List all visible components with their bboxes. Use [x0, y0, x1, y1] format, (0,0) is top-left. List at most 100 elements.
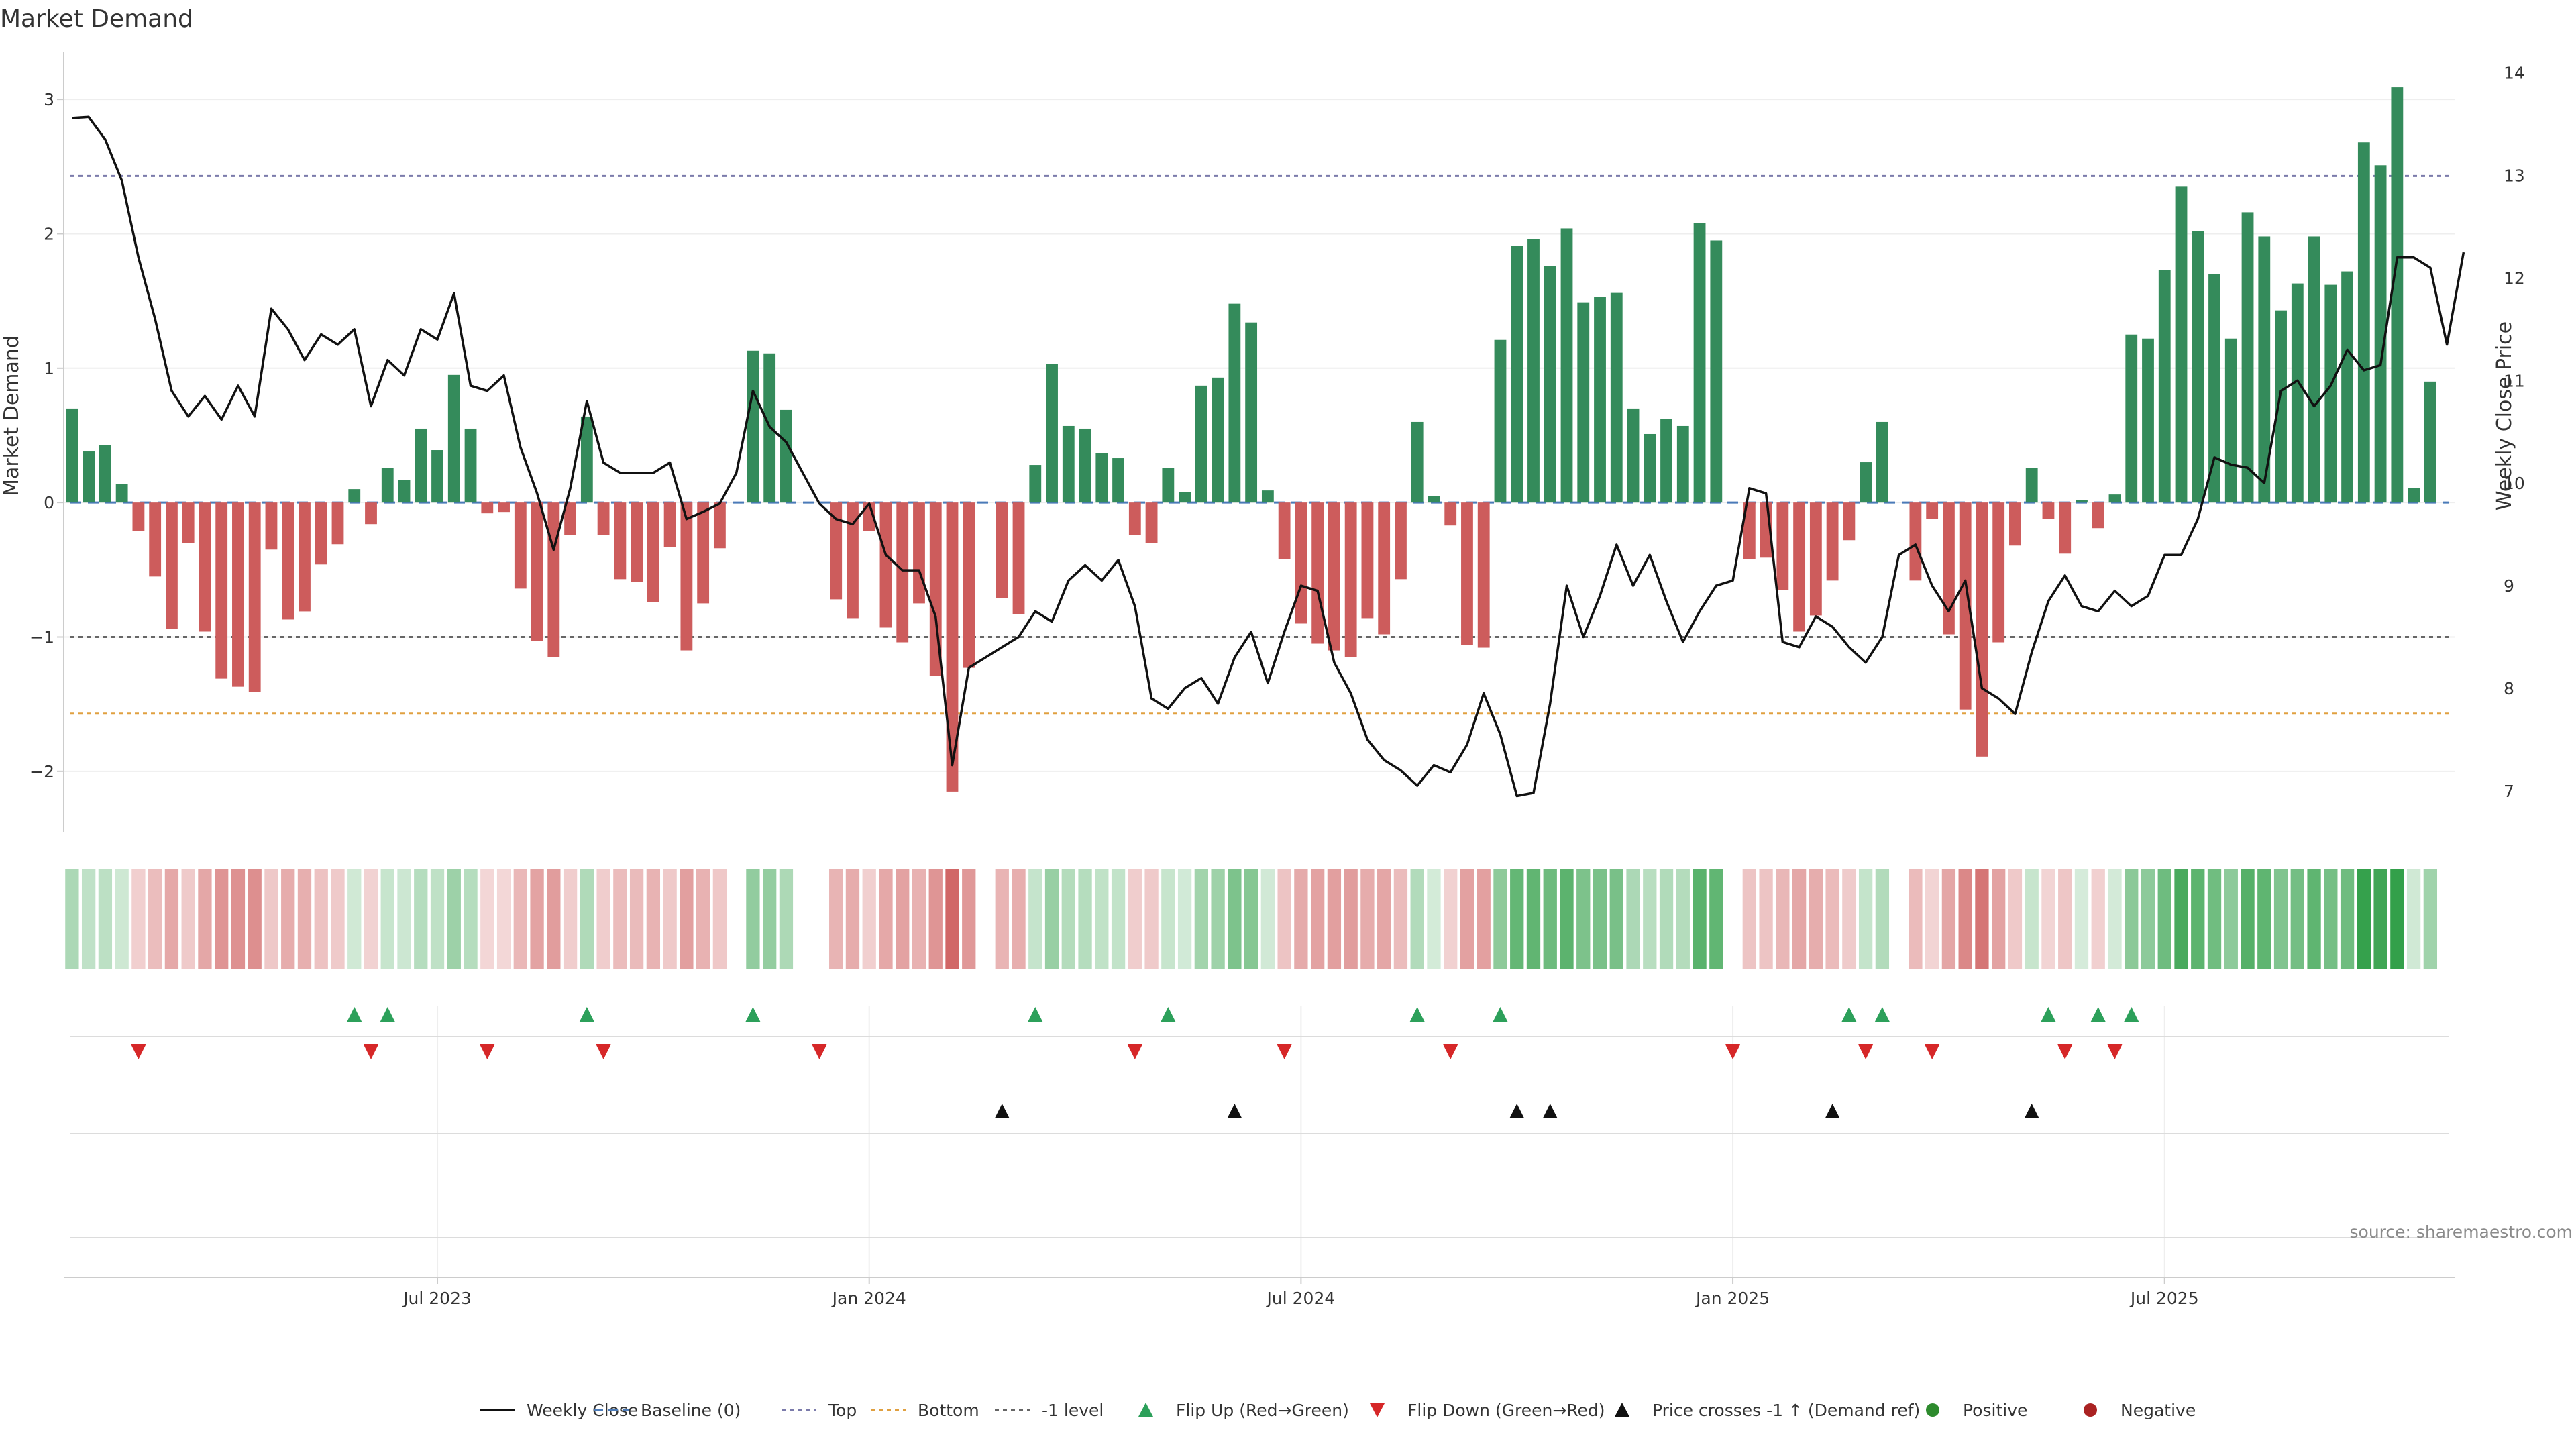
demand-bar: [1793, 502, 1806, 632]
demand-bar: [663, 502, 676, 547]
left-tick-label: 3: [44, 90, 54, 109]
heat-tile: [1310, 869, 1325, 969]
right-tick-label: 10: [2504, 474, 2525, 493]
legend-label: Top: [828, 1401, 857, 1420]
heat-tile: [1825, 869, 1839, 969]
heat-tile: [763, 869, 777, 969]
demand-bar: [1029, 465, 1042, 503]
demand-bar: [2241, 212, 2254, 503]
y-axis-right-label: Weekly Close Price: [2493, 321, 2516, 511]
heat-tile: [1377, 869, 1391, 969]
heat-tile: [629, 869, 644, 969]
price-cross-marker: [994, 1104, 1010, 1118]
demand-bar: [1992, 502, 2005, 643]
right-tick-label: 11: [2504, 371, 2525, 390]
heat-tile: [2241, 869, 2255, 969]
heat-tile: [148, 869, 162, 969]
demand-bar: [2258, 236, 2271, 503]
demand-bar: [2192, 231, 2204, 503]
demand-bar: [1228, 303, 1241, 503]
flip-up-marker: [1161, 1007, 1176, 1022]
heat-tile: [646, 869, 661, 969]
demand-bar: [946, 502, 959, 792]
demand-bar: [248, 502, 261, 692]
demand-bar: [1328, 502, 1340, 651]
demand-bar: [1494, 339, 1507, 503]
demand-bar: [747, 350, 759, 503]
heat-tile: [995, 869, 1009, 969]
demand-bar: [1610, 292, 1623, 503]
demand-bar: [2059, 502, 2072, 554]
legend-label: Weekly Close: [527, 1401, 638, 1420]
heat-tile: [1909, 869, 1923, 969]
legend: Weekly Close Baseline (0) Top Bottom -1 leve…: [480, 1401, 2196, 1420]
heat-tile: [2357, 869, 2371, 969]
demand-bar: [2291, 283, 2304, 503]
x-axis: Jul 2023 Jan 2024 Jul 2024 Jan 2025 Jul 2025: [64, 1277, 2455, 1308]
heat-tile: [680, 869, 694, 969]
demand-bar: [2374, 165, 2387, 503]
heat-tile: [98, 869, 113, 969]
legend-label: -1 level: [1042, 1401, 1104, 1420]
heat-tile: [2406, 869, 2421, 969]
demand-bar: [1676, 425, 1689, 503]
heat-tile: [264, 869, 278, 969]
heat-tile: [380, 869, 394, 969]
heat-tile: [1177, 869, 1192, 969]
demand-bar: [2092, 502, 2104, 529]
heat-tile: [1543, 869, 1557, 969]
right-tick-label: 9: [2504, 576, 2514, 596]
demand-bar: [514, 502, 527, 589]
demand-bar: [2341, 271, 2353, 503]
demand-bar: [431, 450, 443, 503]
demand-bar: [1112, 458, 1124, 503]
legend-circle-swatch: [1926, 1403, 1939, 1417]
heat-tile: [430, 869, 445, 969]
heat-tile: [314, 869, 328, 969]
heat-tile: [1693, 869, 1707, 969]
heat-tile: [896, 869, 910, 969]
heat-tile: [1128, 869, 1142, 969]
flip-up-marker: [1874, 1007, 1890, 1022]
heat-tile: [1626, 869, 1640, 969]
demand-bar: [66, 408, 78, 503]
heat-tile: [1161, 869, 1175, 969]
heat-tile: [364, 869, 378, 969]
demand-bar: [1560, 228, 1573, 503]
demand-bar: [1743, 502, 1756, 559]
demand-bar: [2224, 338, 2237, 503]
demand-bar: [1311, 502, 1324, 644]
x-tick-label: Jan 2025: [1695, 1289, 1770, 1308]
demand-bar: [1809, 502, 1822, 616]
demand-bar: [2025, 468, 2038, 503]
flip-down-marker: [2107, 1044, 2123, 1059]
demand-heat-strip: [65, 869, 2438, 969]
demand-bar: [929, 502, 942, 676]
heat-tile: [2157, 869, 2171, 969]
heat-tile: [281, 869, 295, 969]
heat-tile: [1792, 869, 1807, 969]
heat-tile: [1028, 869, 1042, 969]
heat-tile: [2074, 869, 2089, 969]
heat-tile: [1593, 869, 1607, 969]
legend-item: -1 level: [995, 1401, 1104, 1420]
heat-tile: [1975, 869, 1989, 969]
heat-tile: [1560, 869, 1574, 969]
heat-tile: [829, 869, 843, 969]
demand-bar: [1278, 502, 1291, 559]
legend-item: Bottom: [871, 1401, 979, 1420]
weekly-close-line: [72, 115, 2465, 798]
legend-item: Top: [782, 1401, 857, 1420]
x-tick-label: Jul 2023: [402, 1289, 472, 1308]
x-tick-label: Jan 2024: [831, 1289, 906, 1308]
demand-bar: [1145, 502, 1158, 543]
demand-bar: [996, 502, 1008, 598]
demand-bar: [1079, 428, 1091, 503]
heat-tile: [2324, 869, 2338, 969]
heat-tile: [779, 869, 794, 969]
demand-bar: [780, 409, 792, 503]
demand-bar: [464, 428, 477, 503]
demand-bar: [1826, 502, 1839, 581]
right-tick-label: 8: [2504, 679, 2514, 698]
